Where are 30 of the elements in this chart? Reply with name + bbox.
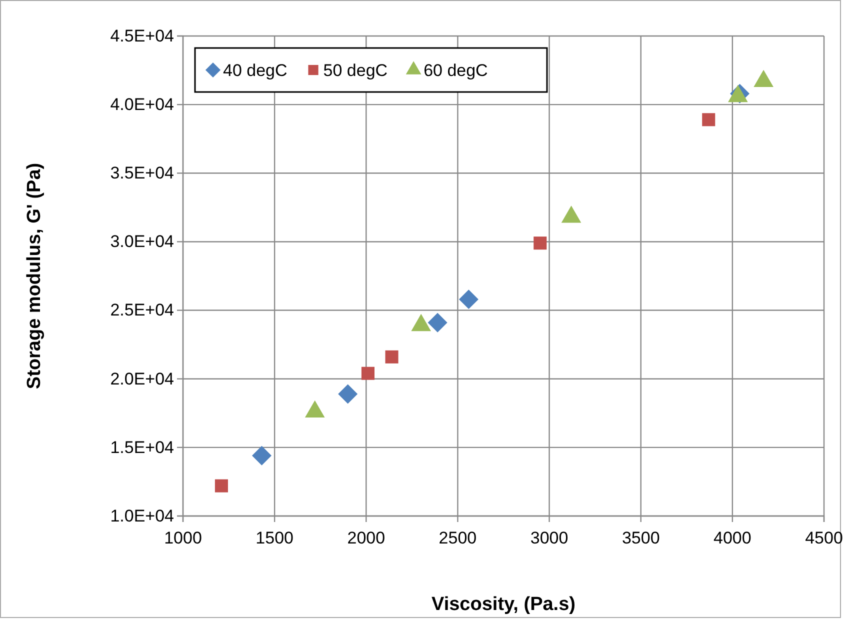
y-tick-label: 1.0E+04 [110,506,174,526]
x-tick-label: 1000 [164,528,202,548]
y-tick-label: 4.5E+04 [110,26,174,46]
y-tick-label: 4.0E+04 [110,95,174,114]
y-tick-label: 2.5E+04 [110,300,174,320]
point [534,236,547,250]
x-axis-title: Viscosity, (Pa.s) [432,594,576,615]
point [702,113,716,126]
point [385,350,398,364]
point [361,366,374,380]
x-tick-label: 2500 [438,528,477,548]
legend-label: 50 degC [323,61,388,80]
x-tick-label: 3500 [622,528,660,548]
x-tick-label: 2000 [347,528,386,548]
x-tick-label: 4000 [714,528,752,548]
point [458,290,478,310]
point [214,479,228,492]
y-tick-label: 2.0E+04 [110,369,174,388]
y-tick-label: 3.5E+04 [110,164,174,183]
y-tick-label: 1.5E+04 [110,438,174,457]
legend-label: 40 degC [223,61,288,80]
legend-label: 60 degC [424,61,488,80]
x-tick-label: 3000 [530,528,568,548]
point [428,312,448,332]
y-tick-label: 3.0E+04 [110,232,174,252]
y-axis-title: Storage modulus, G' (Pa) [24,162,45,390]
point [338,384,358,404]
point [252,446,272,466]
x-tick-label: 4500 [805,528,843,548]
x-tick-label: 1500 [256,528,294,548]
